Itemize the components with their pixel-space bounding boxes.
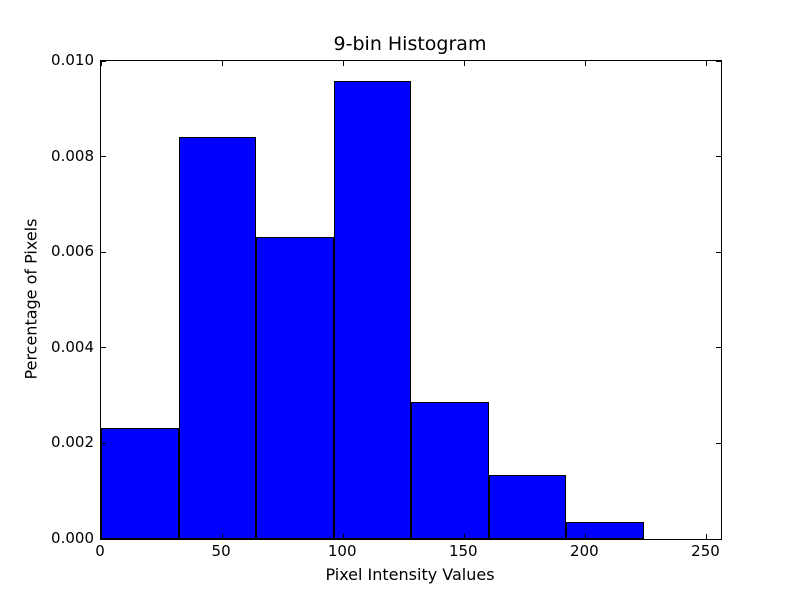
histogram-bar [256, 237, 334, 539]
y-tick-mark [101, 60, 106, 62]
x-tick-mark [705, 61, 707, 66]
x-tick-label: 50 [211, 542, 231, 560]
x-tick-mark [463, 61, 465, 66]
x-tick-label: 100 [327, 542, 357, 560]
x-axis-label: Pixel Intensity Values [325, 565, 495, 584]
histogram-bar [411, 401, 489, 539]
x-tick-mark [342, 534, 344, 539]
y-tick-mark [716, 156, 721, 158]
histogram-bar [101, 427, 179, 539]
histogram-bar [566, 522, 644, 539]
y-tick-mark [101, 442, 106, 444]
y-tick-mark [101, 251, 106, 253]
x-tick-mark [221, 61, 223, 66]
y-tick-label: 0.004 [51, 337, 94, 356]
histogram-bar [333, 81, 411, 539]
plot-area [100, 60, 722, 540]
y-tick-mark [101, 156, 106, 158]
x-tick-mark [705, 534, 707, 539]
x-tick-label: 0 [95, 542, 105, 560]
y-tick-label: 0.008 [51, 146, 94, 165]
y-tick-mark [716, 347, 721, 349]
y-tick-mark [716, 442, 721, 444]
x-tick-mark [584, 61, 586, 66]
x-tick-label: 150 [448, 542, 478, 560]
y-tick-mark [101, 538, 106, 540]
y-tick-label: 0.010 [51, 51, 94, 69]
x-tick-mark [342, 61, 344, 66]
y-tick-label: 0.002 [51, 433, 94, 452]
x-tick-label: 250 [691, 542, 720, 560]
y-tick-mark [716, 251, 721, 253]
x-tick-label: 200 [570, 542, 599, 560]
chart-title: 9-bin Histogram [333, 33, 487, 55]
histogram-bar [488, 475, 566, 539]
x-tick-mark [100, 61, 102, 66]
x-tick-mark [100, 534, 102, 539]
x-tick-mark [463, 534, 465, 539]
y-tick-label: 0.006 [51, 242, 94, 261]
x-tick-mark [221, 534, 223, 539]
x-tick-mark [584, 534, 586, 539]
y-tick-mark [716, 60, 721, 62]
y-tick-mark [716, 538, 721, 540]
histogram-bar [178, 137, 256, 539]
y-tick-mark [101, 347, 106, 349]
y-tick-label: 0.000 [51, 529, 94, 547]
